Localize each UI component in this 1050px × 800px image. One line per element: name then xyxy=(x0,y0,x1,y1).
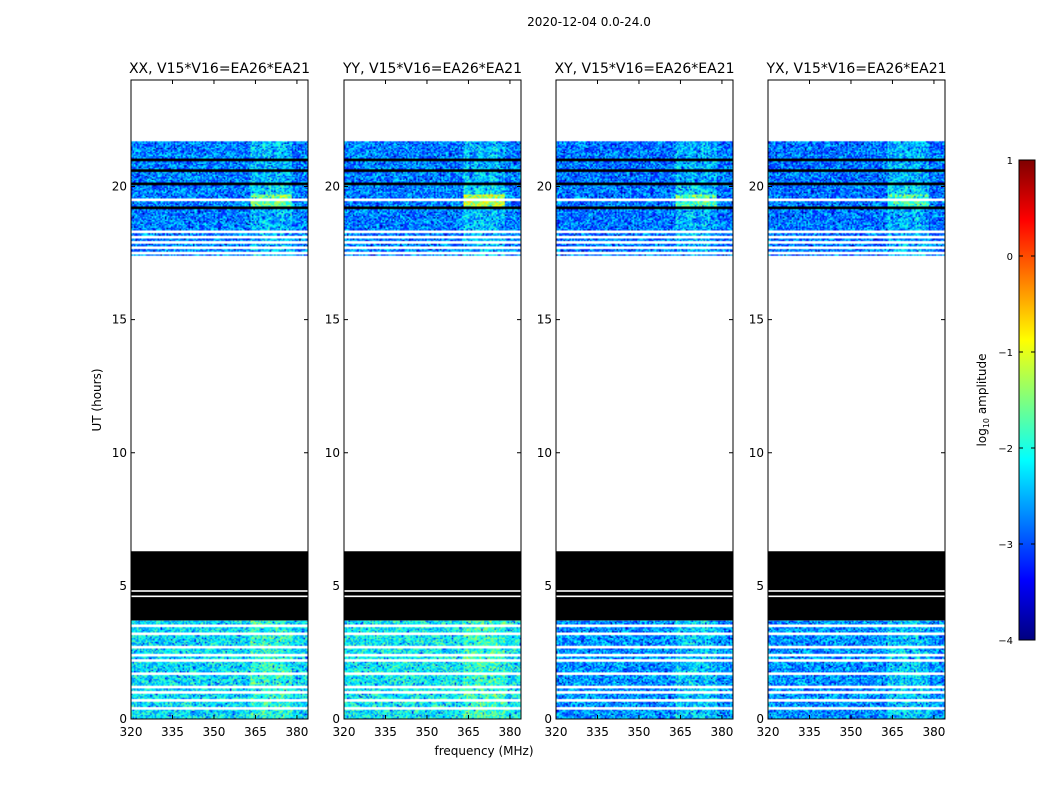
panel-title: XY, V15*V16=EA26*EA21 xyxy=(554,61,734,77)
x-tick-label: 335 xyxy=(374,725,397,739)
y-tick-label: 10 xyxy=(112,446,127,460)
y-tick-label: 15 xyxy=(537,313,552,327)
y-tick-label: 5 xyxy=(332,579,340,593)
gap-line xyxy=(556,595,733,598)
panel-title: YX, V15*V16=EA26*EA21 xyxy=(765,61,946,77)
x-tick-label: 380 xyxy=(922,725,945,739)
gap-line xyxy=(131,590,308,592)
x-tick-label: 365 xyxy=(881,725,904,739)
gap-line xyxy=(344,590,521,592)
gap-line xyxy=(768,590,945,592)
y-tick-label: 0 xyxy=(544,712,552,726)
x-tick-label: 335 xyxy=(586,725,609,739)
x-tick-label: 365 xyxy=(457,725,480,739)
colorbar-label-rest: amplitude xyxy=(975,354,989,418)
y-tick-label: 0 xyxy=(119,712,127,726)
y-tick-label: 0 xyxy=(332,712,340,726)
panel-xy: XY, V15*V16=EA26*EA21 320 335 350 365 380 0 5 10… xyxy=(537,61,735,739)
flagged-block xyxy=(131,551,308,621)
panel-frame xyxy=(130,79,309,720)
figure-suptitle: 2020-12-04 0.0-24.0 xyxy=(527,15,651,29)
colorbar-tick-label: −2 xyxy=(998,444,1013,455)
x-tick-label: 380 xyxy=(710,725,733,739)
colorbar-tick-label: −4 xyxy=(998,636,1013,647)
x-tick-label: 320 xyxy=(333,725,356,739)
flagged-block xyxy=(768,551,945,621)
x-tick-label: 350 xyxy=(416,725,439,739)
panel-yy: YY, V15*V16=EA26*EA21 320 335 350 365 380 0 5 10… xyxy=(325,61,522,739)
panel-yx: YX, V15*V16=EA26*EA21 320 335 350 365 380 0 5 10… xyxy=(749,61,947,739)
y-axis-label: UT (hours) xyxy=(90,368,104,431)
colorbar-tick-label: 0 xyxy=(1007,252,1013,263)
panel-heatmap xyxy=(556,80,733,719)
y-tick-label: 0 xyxy=(756,712,764,726)
colorbar-gradient xyxy=(1018,159,1036,641)
x-tick-label: 320 xyxy=(120,725,143,739)
flagged-block xyxy=(344,551,521,621)
x-tick-label: 380 xyxy=(498,725,521,739)
y-tick-label: 5 xyxy=(119,579,127,593)
panel-xx: XX, V15*V16=EA26*EA21 320 335 350 365 380 0 5 10… xyxy=(112,61,310,739)
y-tick-label: 10 xyxy=(749,446,764,460)
gap-line xyxy=(556,590,733,592)
y-tick-label: 15 xyxy=(749,313,764,327)
panel-title: YY, V15*V16=EA26*EA21 xyxy=(342,61,522,77)
x-tick-label: 350 xyxy=(840,725,863,739)
y-tick-label: 10 xyxy=(325,446,340,460)
colorbar-tick-label: 1 xyxy=(1007,156,1013,167)
colorbar-label-base: 10 xyxy=(982,418,991,428)
x-tick-label: 365 xyxy=(244,725,267,739)
colorbar-tick-label: −1 xyxy=(998,348,1013,359)
colorbar-tick-label: −3 xyxy=(998,540,1013,551)
y-tick-label: 15 xyxy=(325,313,340,327)
gap-line xyxy=(768,595,945,598)
x-tick-label: 350 xyxy=(203,725,226,739)
x-tick-label: 365 xyxy=(669,725,692,739)
panel-heatmap xyxy=(131,80,308,719)
y-tick-label: 20 xyxy=(537,180,552,194)
x-tick-label: 350 xyxy=(628,725,651,739)
colorbar-ticks: 1 0 −1 −2 −3 −4 xyxy=(998,156,1035,647)
panels: XX, V15*V16=EA26*EA21 320 335 350 365 380 0 5 10… xyxy=(112,61,947,739)
y-tick-label: 20 xyxy=(325,180,340,194)
panel-frame xyxy=(343,79,522,720)
gap-line xyxy=(344,595,521,598)
y-tick-label: 15 xyxy=(112,313,127,327)
panel-heatmap xyxy=(768,80,945,719)
colorbar-label-log: log xyxy=(975,428,989,446)
y-tick-label: 5 xyxy=(544,579,552,593)
y-tick-label: 20 xyxy=(112,180,127,194)
x-axis-label: frequency (MHz) xyxy=(434,744,533,758)
panel-title: XX, V15*V16=EA26*EA21 xyxy=(129,61,310,77)
y-tick-label: 10 xyxy=(537,446,552,460)
panel-frame xyxy=(555,79,734,720)
x-tick-label: 335 xyxy=(798,725,821,739)
colorbar: 10−1−2−3−4 log10 amplitude xyxy=(975,156,1036,647)
panel-heatmap xyxy=(344,80,521,719)
x-tick-label: 380 xyxy=(285,725,308,739)
x-tick-label: 320 xyxy=(545,725,568,739)
x-tick-label: 335 xyxy=(161,725,184,739)
gap-line xyxy=(131,595,308,598)
colorbar-label: log10 amplitude xyxy=(975,354,991,447)
panel-frame xyxy=(767,79,946,720)
x-tick-label: 320 xyxy=(757,725,780,739)
y-tick-label: 5 xyxy=(756,579,764,593)
y-tick-label: 20 xyxy=(749,180,764,194)
flagged-block xyxy=(556,551,733,621)
